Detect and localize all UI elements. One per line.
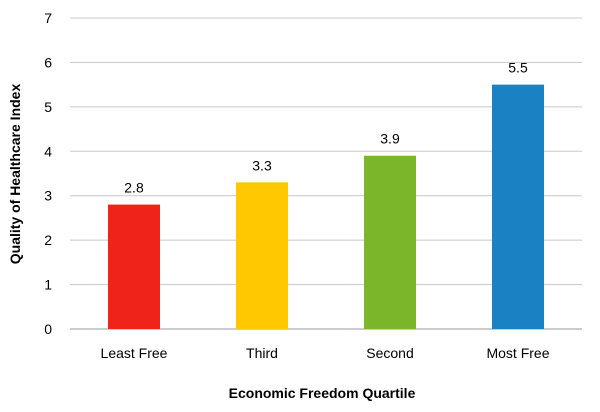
x-tick-label: Least Free [101,345,168,361]
y-tick-label: 0 [44,321,52,337]
data-labels: 2.8 3.3 3.9 5.5 [124,60,528,196]
data-label: 2.8 [124,180,144,196]
y-axis-ticks: 0 1 2 3 4 5 6 7 [44,10,52,337]
data-label: 3.3 [252,157,272,173]
x-tick-label: Third [246,345,278,361]
y-tick-label: 6 [44,54,52,70]
x-tick-label: Most Free [486,345,549,361]
y-axis-title: Quality of Healthcare Index [7,84,23,265]
y-tick-label: 5 [44,99,52,115]
y-tick-label: 4 [44,143,52,159]
y-tick-label: 7 [44,10,52,26]
x-axis-title: Economic Freedom Quartile [229,385,416,401]
y-tick-label: 3 [44,188,52,204]
y-tick-label: 1 [44,277,52,293]
data-label: 5.5 [508,60,528,76]
bar-least-free [108,204,160,329]
bar-second [364,155,416,329]
x-axis-ticks: Least Free Third Second Most Free [101,345,550,361]
y-tick-label: 2 [44,232,52,248]
bars [108,84,544,330]
x-tick-label: Second [366,345,413,361]
bar-third [236,182,288,329]
data-label: 3.9 [380,131,400,147]
bar-most-free [492,84,544,330]
